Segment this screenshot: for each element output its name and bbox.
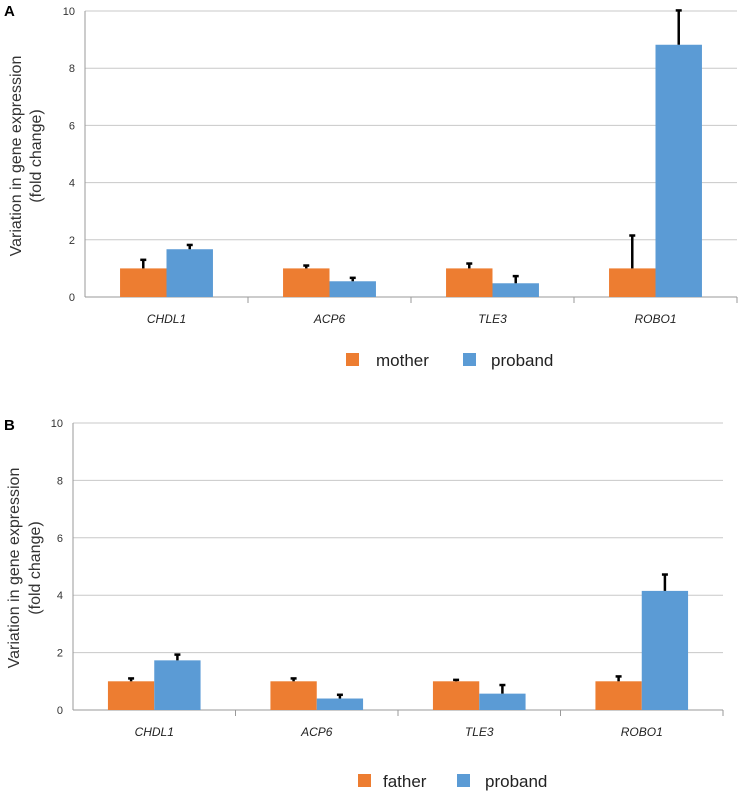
panel-a-bar-mother-tle3 bbox=[446, 268, 493, 297]
panel-b-y-tick-label: 8 bbox=[57, 475, 63, 487]
panel-a-category-label: ACP6 bbox=[313, 312, 346, 326]
panel-a-y-tick-label: 4 bbox=[69, 178, 75, 190]
panel-a-y-tick-label: 6 bbox=[69, 120, 75, 132]
panel-a-category-labels: CHDL1 ACP6 TLE3 ROBO1 bbox=[147, 312, 677, 326]
panel-a-category-label: TLE3 bbox=[478, 312, 507, 326]
panel-a-category-label: ROBO1 bbox=[634, 312, 676, 326]
panel-a-y-axis-label-line2: (fold change) bbox=[28, 109, 45, 202]
panel-b-legend: father proband bbox=[358, 772, 547, 791]
panel-a-label: A bbox=[4, 3, 15, 20]
panel-b-bars bbox=[107, 573, 689, 710]
panel-a-bar-mother-robo1 bbox=[609, 268, 656, 297]
panel-b-bar-father-acp6 bbox=[270, 681, 317, 710]
legend-label-proband: proband bbox=[491, 351, 553, 370]
panel-a-y-axis-label-line1: Variation in gene expression bbox=[8, 56, 25, 257]
panel-a-y-tick-label: 0 bbox=[69, 292, 75, 304]
panel-a-y-tick-label: 10 bbox=[63, 6, 75, 18]
panel-a-y-tick-label: 8 bbox=[69, 63, 75, 75]
panel-a-bar-proband-tle3 bbox=[492, 283, 539, 297]
panel-a-bar-proband-chdl1 bbox=[166, 249, 213, 297]
panel-b-y-ticks: 0 2 4 6 8 10 bbox=[51, 418, 63, 717]
panel-b-bar-proband-robo1 bbox=[641, 590, 689, 710]
panel-b-category-label: CHDL1 bbox=[135, 725, 174, 739]
panel-b-category-label: TLE3 bbox=[465, 725, 494, 739]
panel-a-bar-proband-robo1 bbox=[655, 44, 702, 297]
panel-b-bar-father-chdl1 bbox=[107, 681, 155, 710]
legend-label-mother: mother bbox=[376, 351, 429, 370]
legend-swatch-father bbox=[358, 774, 371, 787]
panel-b-category-label: ACP6 bbox=[300, 725, 333, 739]
panel-b-bar-proband-chdl1 bbox=[154, 660, 201, 710]
panel-a-y-tick-label: 2 bbox=[69, 235, 75, 247]
panel-b-y-tick-label: 10 bbox=[51, 418, 63, 430]
panel-a-bar-mother-acp6 bbox=[283, 268, 330, 297]
panel-a-bar-proband-acp6 bbox=[329, 281, 376, 297]
legend-label-father: father bbox=[383, 772, 427, 791]
panel-b-y-axis-label-line2: (fold change) bbox=[27, 521, 44, 614]
panel-b-y-axis-label-line1: Variation in gene expression bbox=[6, 468, 23, 669]
panel-b-label: B bbox=[4, 417, 15, 434]
panel-b-bar-father-tle3 bbox=[432, 681, 480, 710]
panel-a-y-ticks: 0 2 4 6 8 10 bbox=[63, 6, 75, 304]
panel-b-bar-proband-acp6 bbox=[316, 698, 364, 710]
legend-label-proband-b: proband bbox=[485, 772, 547, 791]
panel-b-y-tick-label: 2 bbox=[57, 648, 63, 660]
panel-b-y-tick-label: 4 bbox=[57, 590, 63, 602]
panel-a-bar-mother-chdl1 bbox=[120, 268, 167, 297]
panel-b-bar-father-robo1 bbox=[595, 681, 642, 710]
legend-swatch-proband bbox=[463, 353, 476, 366]
panel-b-bar-proband-tle3 bbox=[479, 693, 526, 710]
legend-swatch-proband-b bbox=[457, 774, 470, 787]
panel-b-chart: B 0 2 4 6 8 10 CHDL1 ACP6 TLE3 ROBO1 Variation i… bbox=[4, 417, 724, 791]
panel-a-category-label: CHDL1 bbox=[147, 312, 186, 326]
panel-a-chart: A 0 2 4 6 8 10 CHDL1 ACP6 TLE3 ROBO1 Variation i… bbox=[4, 3, 738, 370]
panel-b-category-labels: CHDL1 ACP6 TLE3 ROBO1 bbox=[135, 725, 663, 739]
panel-b-y-tick-label: 0 bbox=[57, 705, 63, 717]
panel-a-legend: mother proband bbox=[346, 351, 553, 370]
panel-a-bars bbox=[120, 9, 702, 297]
legend-swatch-mother bbox=[346, 353, 359, 366]
panel-b-category-label: ROBO1 bbox=[621, 725, 663, 739]
panel-b-y-tick-label: 6 bbox=[57, 533, 63, 545]
